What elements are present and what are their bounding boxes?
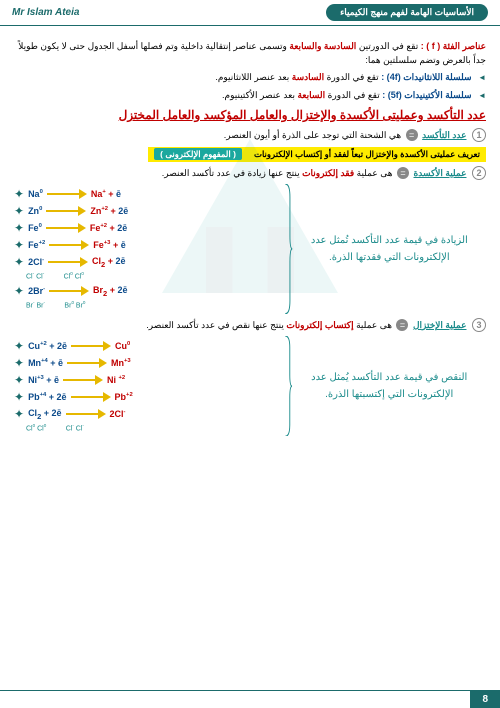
header-author: Mr Islam Ateia (12, 7, 79, 18)
page-footer: 8 (0, 690, 500, 708)
arrow-icon (46, 224, 86, 232)
page-header: الأساسيات الهامة لفهم منهج الكيمياء Mr I… (0, 0, 500, 26)
arrow-icon (63, 376, 103, 384)
equation-row: ✦2Cl-Cl2 + 2ē (14, 255, 277, 269)
header-subject: الأساسيات الهامة لفهم منهج الكيمياء (326, 4, 488, 21)
equation-row: ✦2Br-Br2 + 2ē (14, 284, 277, 298)
equation-row: ✦Mn+4 + ēMn+3 (14, 356, 277, 370)
content: عناصر الفئة ( f ) : تقع في الدورتين السا… (0, 26, 500, 450)
page-number: 8 (470, 691, 500, 708)
arrow-icon (46, 207, 86, 215)
oxidation-equations: ✦Na0Na+ + ē ✦Zn0Zn+2 + 2ē ✦Fe0Fe+2 + 2ē ✦Fe… (14, 184, 277, 314)
equals-icon: = (397, 167, 409, 179)
equation-row: ✦Cl2 + 2ē2Cl- (14, 407, 277, 421)
arrow-icon (48, 258, 88, 266)
intro-para: عناصر الفئة ( f ) : تقع في الدورتين السا… (14, 40, 486, 67)
equation-row: ✦Na0Na+ + ē (14, 187, 277, 201)
brace-icon (283, 336, 292, 436)
num-2: 2 (472, 166, 486, 180)
intro-title: عناصر الفئة ( f ) : (421, 41, 486, 51)
reduction-equations: ✦Cu+2 + 2ēCu0 ✦Mn+4 + ēMn+3 ✦Ni+3 + ēNi +2… (14, 336, 277, 436)
num-3: 3 (472, 318, 486, 332)
oxidation-note: الزيادة في قيمة عدد التأكسد تُمثل عدد ال… (293, 232, 486, 266)
num-1: 1 (472, 128, 486, 142)
arrow-icon (67, 359, 107, 367)
equation-row: ✦Fe+2Fe+3 + ē (14, 238, 277, 252)
arrow-icon (49, 287, 89, 295)
oxidation-note-col: الزيادة في قيمة عدد التأكسد تُمثل عدد ال… (283, 184, 486, 314)
reduction-note: النقص في قيمة عدد التأكسد يُمثل عدد الإل… (292, 369, 486, 403)
arrow-icon (66, 410, 106, 418)
main-title: عدد التأكسد وعمليتى الأكسدة والإختزال وا… (14, 108, 486, 122)
def-reduction: 3 عملية الإختزال = هى عملية إكتساب إلكتر… (14, 318, 486, 333)
bond-diagram: Br- Br- Br0 Br0 (26, 301, 277, 309)
equation-row: ✦Pb+4 + 2ēPb+2 (14, 390, 277, 404)
arrow-icon (71, 393, 111, 401)
reduction-section: النقص في قيمة عدد التأكسد يُمثل عدد الإل… (14, 336, 486, 436)
series-actinides: سلسلة الأكتينيدات (5f) : تقع في الدورة ا… (14, 89, 486, 103)
def-oxidation: 2 عملية الأكسدة = هى عملية فقد إلكترونات… (14, 166, 486, 181)
def-oxidation-number: 1 عدد التأكسد = هي الشحنة التي توجد على … (14, 128, 486, 143)
reduction-note-col: النقص في قيمة عدد التأكسد يُمثل عدد الإل… (283, 336, 486, 436)
equals-icon: = (396, 319, 408, 331)
brace-icon (283, 184, 292, 314)
arrow-icon (71, 342, 111, 350)
equation-row: ✦Zn0Zn+2 + 2ē (14, 204, 277, 218)
bond-diagram: Cl- Cl- Cl0 Cl0 (26, 272, 277, 280)
equation-row: ✦Cu+2 + 2ēCu0 (14, 339, 277, 353)
arrow-icon (49, 241, 89, 249)
bond-diagram: Cl0 Cl0 Cl- Cl- (26, 424, 277, 432)
equation-row: ✦Fe0Fe+2 + 2ē (14, 221, 277, 235)
series-lanthanides: سلسلة اللانثانيدات (4f) : تقع في الدورة … (14, 71, 486, 85)
arrow-icon (47, 190, 87, 198)
equation-row: ✦Ni+3 + ēNi +2 (14, 373, 277, 387)
equals-icon: = (406, 129, 418, 141)
oxidation-section: الزيادة في قيمة عدد التأكسد تُمثل عدد ال… (14, 184, 486, 314)
